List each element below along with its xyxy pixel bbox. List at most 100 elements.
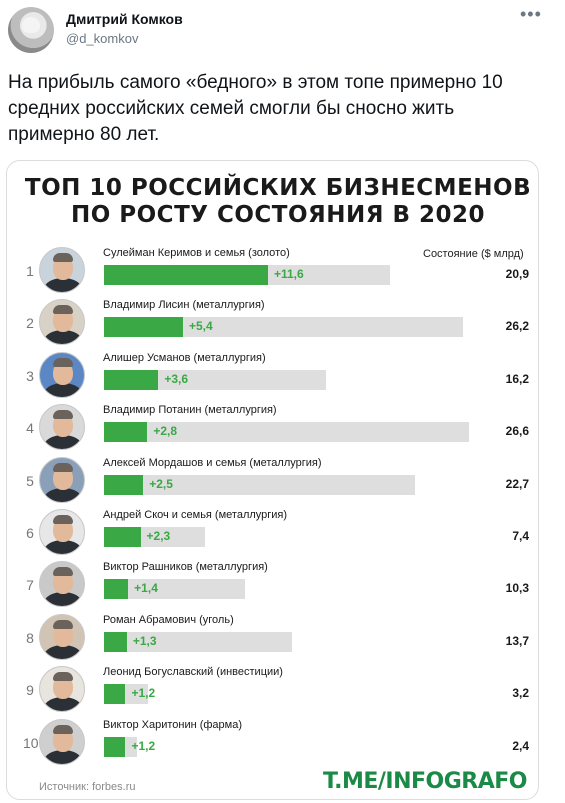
portrait-hair	[53, 357, 73, 367]
infographic-title-line2: ПО РОСТУ СОСТОЯНИЯ В 2020	[70, 202, 486, 228]
growth-bar	[104, 317, 183, 338]
chart-row: 9 Леонид Богуславский (инвестиции) +1,2 3,2	[23, 664, 533, 716]
chart-row: 10 Виктор Харитонин (фарма) +1,2 2,4	[23, 717, 533, 769]
worth-label: 3,2	[512, 686, 529, 701]
author-handle[interactable]: @d_komkov	[66, 31, 139, 46]
portrait-hair	[53, 305, 73, 315]
more-horizontal-icon[interactable]: •••	[520, 4, 542, 24]
growth-bar	[104, 631, 127, 652]
rank-number: 1	[26, 263, 34, 279]
growth-bar	[104, 474, 144, 495]
portrait-suit	[44, 487, 82, 502]
growth-label: +1,3	[132, 633, 157, 648]
worth-label: 22,7	[505, 476, 529, 491]
worth-bar	[104, 317, 464, 338]
portrait-hair	[53, 515, 73, 524]
portrait-photo	[39, 404, 85, 451]
chart-row: 6 Андрей Скоч и семья (металлургия) +2,3 7,…	[23, 507, 533, 559]
person-name: Виктор Харитонин (фарма)	[103, 718, 243, 731]
growth-label: +1,2	[131, 686, 156, 701]
worth-bar	[104, 422, 469, 443]
infographic-chart: ТОП 10 РОССИЙСКИХ БИЗНЕСМЕНОВ ПО РОСТУ С…	[23, 169, 533, 795]
portrait-face	[53, 622, 73, 647]
portrait-suit	[44, 644, 82, 659]
source-note: Источник: forbes.ru	[39, 781, 136, 793]
growth-label: +2,8	[153, 424, 178, 439]
growth-bar	[104, 736, 126, 757]
portrait-photo	[39, 299, 85, 346]
worth-label: 20,9	[505, 267, 529, 281]
portrait-photo	[39, 666, 85, 713]
rank-number: 7	[26, 577, 34, 594]
portrait-face	[53, 413, 73, 438]
portrait-face	[53, 308, 73, 333]
worth-label: 2,4	[512, 738, 529, 753]
chart-row: 5 Алексей Мордашов и семья (металлургия) +…	[23, 455, 533, 507]
growth-bar	[104, 579, 129, 600]
person-name: Алишер Усманов (металлургия)	[103, 351, 266, 364]
person-name: Сулейман Керимов и семья (золото)	[103, 247, 290, 259]
growth-bar	[104, 265, 268, 285]
portrait-hair	[53, 672, 73, 682]
chart-row: 3 Алишер Усманов (металлургия) +3,6 16,2	[23, 350, 533, 402]
growth-label: +3,6	[164, 371, 189, 386]
rank-number: 9	[26, 682, 34, 699]
person-name: Леонид Богуславский (инвестиции)	[103, 666, 283, 679]
brand-link[interactable]: T.ME/INFOGRAFO	[322, 769, 528, 794]
portrait-suit	[44, 540, 82, 554]
worth-label: 10,3	[505, 581, 529, 596]
portrait-hair	[53, 619, 73, 629]
person-name: Алексей Мордашов и семья (металлургия)	[103, 456, 322, 469]
growth-label: +5,4	[189, 319, 213, 334]
portrait-face	[53, 360, 73, 385]
tweet-header: Дмитрий Комков @d_komkov •••	[0, 0, 565, 60]
portrait-face	[53, 465, 73, 490]
person-name: Владимир Потанин (металлургия)	[103, 404, 277, 417]
portrait-face	[53, 570, 73, 595]
portrait-photo	[39, 718, 85, 765]
portrait-suit	[44, 592, 82, 607]
portrait-face	[53, 727, 73, 752]
person-name: Роман Абрамович (уголь)	[103, 613, 234, 626]
infographic-title-line1: ТОП 10 РОССИЙСКИХ БИЗНЕСМЕНОВ	[24, 175, 532, 201]
portrait-face	[53, 518, 73, 542]
author-avatar[interactable]	[8, 7, 54, 53]
portrait-photo	[39, 456, 85, 503]
growth-bar	[104, 369, 159, 390]
worth-label: 26,2	[505, 319, 529, 334]
growth-bar	[104, 527, 141, 547]
portrait-suit	[44, 330, 82, 345]
worth-bar	[104, 579, 246, 600]
portrait-face	[53, 675, 73, 700]
portrait-suit	[44, 278, 82, 292]
portrait-hair	[53, 724, 73, 734]
person-name: Виктор Рашников (металлургия)	[103, 561, 268, 574]
chart-row: 8 Роман Абрамович (уголь) +1,3 13,7	[23, 612, 533, 664]
portrait-face	[53, 256, 73, 280]
growth-label: +11,6	[273, 267, 304, 281]
portrait-suit	[44, 697, 82, 712]
portrait-suit	[44, 435, 82, 450]
growth-bar	[104, 422, 148, 443]
worth-label: 26,6	[505, 424, 529, 439]
portrait-photo	[39, 561, 85, 608]
growth-label: +1,4	[134, 581, 158, 596]
author-name[interactable]: Дмитрий Комков	[66, 11, 183, 27]
portrait-photo	[39, 247, 85, 293]
person-name: Андрей Скоч и семья (металлургия)	[103, 509, 288, 521]
person-name: Владимир Лисин (металлургия)	[103, 299, 265, 312]
portrait-photo	[39, 351, 85, 398]
worth-bar	[104, 631, 292, 652]
rank-number: 2	[26, 315, 34, 332]
growth-bar	[104, 684, 126, 705]
portrait-suit	[44, 749, 82, 764]
chart-row: 1 Сулейман Керимов и семья (золото) +11,6 2…	[23, 245, 533, 297]
worth-label: 13,7	[505, 633, 529, 648]
rank-number: 10	[23, 734, 39, 751]
portrait-hair	[53, 462, 73, 472]
rank-number: 4	[26, 420, 34, 437]
portrait-photo	[39, 509, 85, 555]
chart-row: 4 Владимир Потанин (металлургия) +2,8 26,6	[23, 402, 533, 454]
tweet-media-card[interactable]: ТОП 10 РОССИЙСКИХ БИЗНЕСМЕНОВ ПО РОСТУ С…	[6, 160, 539, 800]
tweet-text: На прибыль самого «бедного» в этом топе …	[8, 72, 503, 145]
